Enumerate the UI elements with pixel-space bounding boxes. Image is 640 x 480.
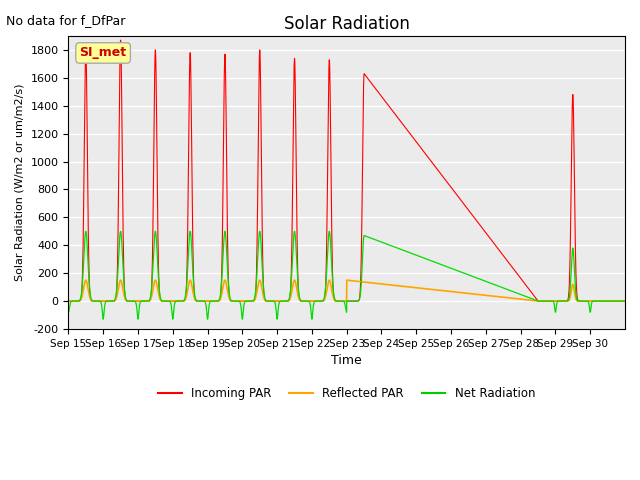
Line: Reflected PAR: Reflected PAR [68,280,625,301]
X-axis label: Time: Time [332,354,362,367]
Incoming PAR [489,240,497,245]
Incoming PAR [278,298,286,304]
Line: Incoming PAR: Incoming PAR [68,40,625,301]
Net Radiation [389,243,397,249]
Net Radiation [84,257,92,263]
Incoming PAR [404,128,412,134]
Net Radiation [404,249,412,255]
Incoming PAR [534,298,542,304]
Incoming PAR [326,92,334,97]
Incoming PAR [621,298,629,304]
Net Radiation [621,298,629,304]
Incoming PAR [65,298,72,304]
Incoming PAR [116,37,124,43]
Legend: Incoming PAR, Reflected PAR, Net Radiation: Incoming PAR, Reflected PAR, Net Radiati… [154,383,540,405]
Text: No data for f_DfPar: No data for f_DfPar [6,14,126,27]
Net Radiation [65,310,72,315]
Title: Solar Radiation: Solar Radiation [284,15,410,33]
Line: Net Radiation: Net Radiation [68,231,625,319]
Net Radiation [326,236,334,242]
Reflected PAR [65,298,72,304]
Net Radiation [278,298,286,304]
Text: SI_met: SI_met [79,47,127,60]
Incoming PAR [389,108,397,114]
Y-axis label: Solar Radiation (W/m2 or um/m2/s): Solar Radiation (W/m2 or um/m2/s) [15,84,25,281]
Reflected PAR [621,298,629,304]
Reflected PAR [326,279,334,285]
Reflected PAR [389,282,397,288]
Reflected PAR [82,277,90,283]
Reflected PAR [84,285,92,291]
Reflected PAR [404,284,412,290]
Net Radiation [82,228,90,234]
Net Radiation [99,316,107,322]
Incoming PAR [84,186,92,192]
Reflected PAR [278,298,286,304]
Reflected PAR [489,293,497,299]
Net Radiation [490,281,497,287]
